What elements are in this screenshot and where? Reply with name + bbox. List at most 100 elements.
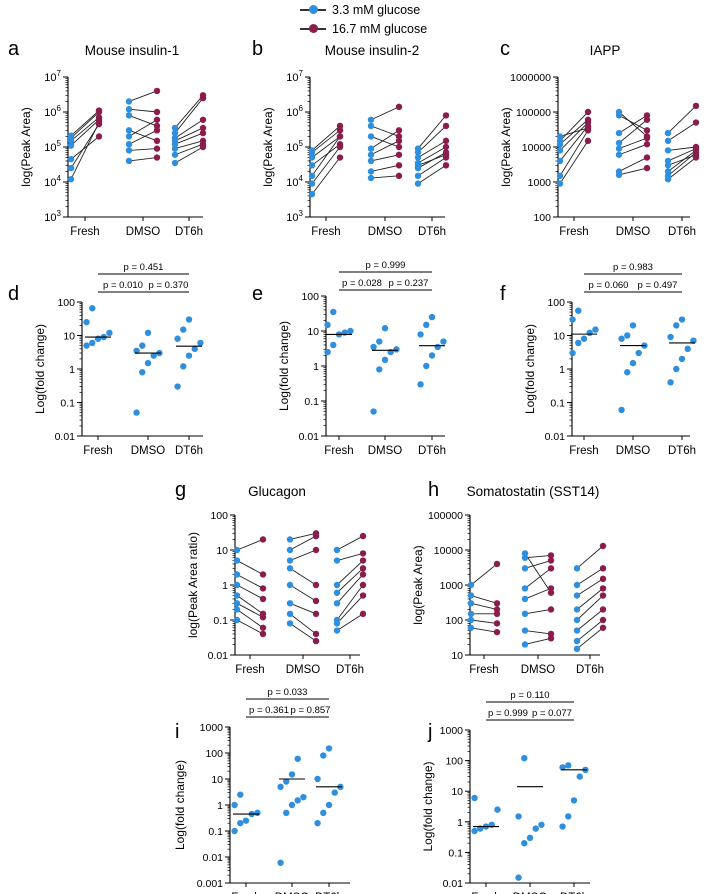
- pair-line: [417, 115, 447, 149]
- data-point-low-glucose: [573, 606, 581, 613]
- data-point-high-glucose: [359, 610, 367, 618]
- data-point-high-glucose: [259, 571, 267, 578]
- y-tick-label-g: 1: [222, 580, 228, 592]
- data-point-high-glucose: [312, 637, 320, 645]
- y-tick-label-i: 0.1: [208, 826, 223, 838]
- data-point: [521, 839, 528, 847]
- data-point: [381, 356, 389, 364]
- y-axis-label-a: log(Peak Area): [19, 107, 33, 186]
- data-point: [180, 326, 187, 333]
- panel-letter-g: g: [175, 479, 186, 501]
- data-point: [283, 778, 290, 785]
- data-point-low-glucose: [233, 600, 241, 607]
- data-point-high-glucose: [584, 124, 592, 132]
- pair-line: [174, 97, 204, 134]
- y-tick-label-d: 0.01: [55, 431, 76, 443]
- data-point-high-glucose: [442, 137, 450, 145]
- data-point: [242, 817, 250, 824]
- data-point: [150, 352, 157, 359]
- data-point-low-glucose: [308, 172, 316, 180]
- data-point-high-glucose: [259, 630, 267, 638]
- data-point-low-glucose: [467, 610, 475, 618]
- panel-letter-b: b: [252, 38, 263, 60]
- x-tick-label-h: Fresh: [469, 664, 498, 676]
- pair-line: [174, 143, 204, 156]
- data-point: [629, 322, 637, 329]
- data-point-low-glucose: [414, 172, 422, 180]
- data-point-high-glucose: [395, 133, 403, 140]
- y-tick-label-a: 104: [44, 174, 61, 189]
- pair-line: [524, 587, 552, 600]
- data-point-low-glucose: [414, 154, 422, 161]
- y-tick-label-h: 1000: [440, 580, 464, 592]
- pair-line: [470, 595, 498, 604]
- data-point: [381, 325, 389, 332]
- legend-marker-high: [309, 24, 318, 33]
- x-tick-label-h: DMSO: [521, 664, 556, 676]
- y-tick-label-i: 10: [211, 774, 223, 786]
- y-tick-label-a: 107: [44, 69, 61, 84]
- data-point-high-glucose: [95, 107, 103, 114]
- data-point-high-glucose: [199, 124, 207, 132]
- x-tick-label-f: DT6h: [668, 445, 696, 457]
- data-point-low-glucose: [286, 610, 294, 618]
- pair-line: [470, 619, 498, 624]
- y-tick-label-i: 0.001: [197, 878, 223, 890]
- data-point-high-glucose: [493, 606, 501, 613]
- data-point-low-glucose: [521, 554, 529, 561]
- data-point-high-glucose: [493, 560, 501, 568]
- legend-marker-low: [309, 5, 318, 14]
- panel-title-a: Mouse insulin-1: [85, 43, 180, 58]
- data-point-high-glucose: [599, 542, 607, 550]
- data-point: [690, 337, 697, 344]
- data-point-low-glucose: [467, 592, 475, 599]
- pair-line: [289, 584, 317, 602]
- y-tick-label-a: 106: [44, 104, 61, 119]
- data-point-high-glucose: [395, 127, 403, 134]
- data-point-high-glucose: [359, 571, 367, 578]
- data-point: [139, 369, 146, 376]
- y-tick-label-g: 10: [216, 545, 228, 557]
- panel-c: c IAPP 100 1000 10000 100000 1000000 log(Peak A…: [499, 38, 700, 238]
- pair-line: [576, 567, 604, 586]
- data-point: [538, 821, 545, 828]
- pair-line: [128, 129, 158, 145]
- pair-line: [370, 175, 400, 179]
- panel-title-g: Glucagon: [248, 484, 306, 499]
- data-point-low-glucose: [333, 600, 341, 607]
- pair-line: [336, 560, 364, 586]
- data-point: [376, 366, 383, 373]
- data-point-high-glucose: [395, 103, 403, 111]
- p-value-label: p = 0.010: [103, 280, 143, 291]
- data-point-high-glucose: [442, 112, 450, 119]
- p-value-label: p = 0.370: [149, 280, 189, 291]
- data-point-low-glucose: [308, 154, 316, 161]
- data-point-low-glucose: [521, 610, 529, 618]
- panel-letter-f: f: [500, 283, 506, 305]
- data-point-low-glucose: [67, 176, 75, 183]
- data-point: [370, 408, 377, 415]
- pair-line: [174, 119, 204, 139]
- pair-line: [417, 164, 447, 184]
- x-tick-label-i: Fresh: [231, 892, 260, 894]
- data-point-low-glucose: [521, 550, 529, 557]
- data-point: [325, 745, 333, 752]
- legend-label-high: 16.7 mM glucose: [332, 22, 428, 36]
- data-point-low-glucose: [233, 557, 241, 564]
- pair-line: [70, 117, 100, 142]
- pair-line: [174, 95, 204, 129]
- pair-line: [618, 111, 648, 137]
- y-tick-label-b: 105: [286, 139, 303, 154]
- data-point-high-glucose: [259, 624, 267, 631]
- data-point-high-glucose: [547, 635, 555, 642]
- data-point-low-glucose: [615, 168, 623, 175]
- p-value-label: p = 0.361: [249, 705, 289, 716]
- panel-letter-e: e: [252, 283, 263, 305]
- y-tick-label-d: 100: [57, 297, 75, 309]
- data-point: [576, 773, 583, 780]
- data-point-low-glucose: [125, 157, 133, 165]
- y-axis-label-f: Log(fold change): [523, 324, 537, 414]
- data-point: [423, 321, 430, 329]
- data-point-high-glucose: [259, 536, 267, 543]
- data-point-low-glucose: [286, 581, 294, 589]
